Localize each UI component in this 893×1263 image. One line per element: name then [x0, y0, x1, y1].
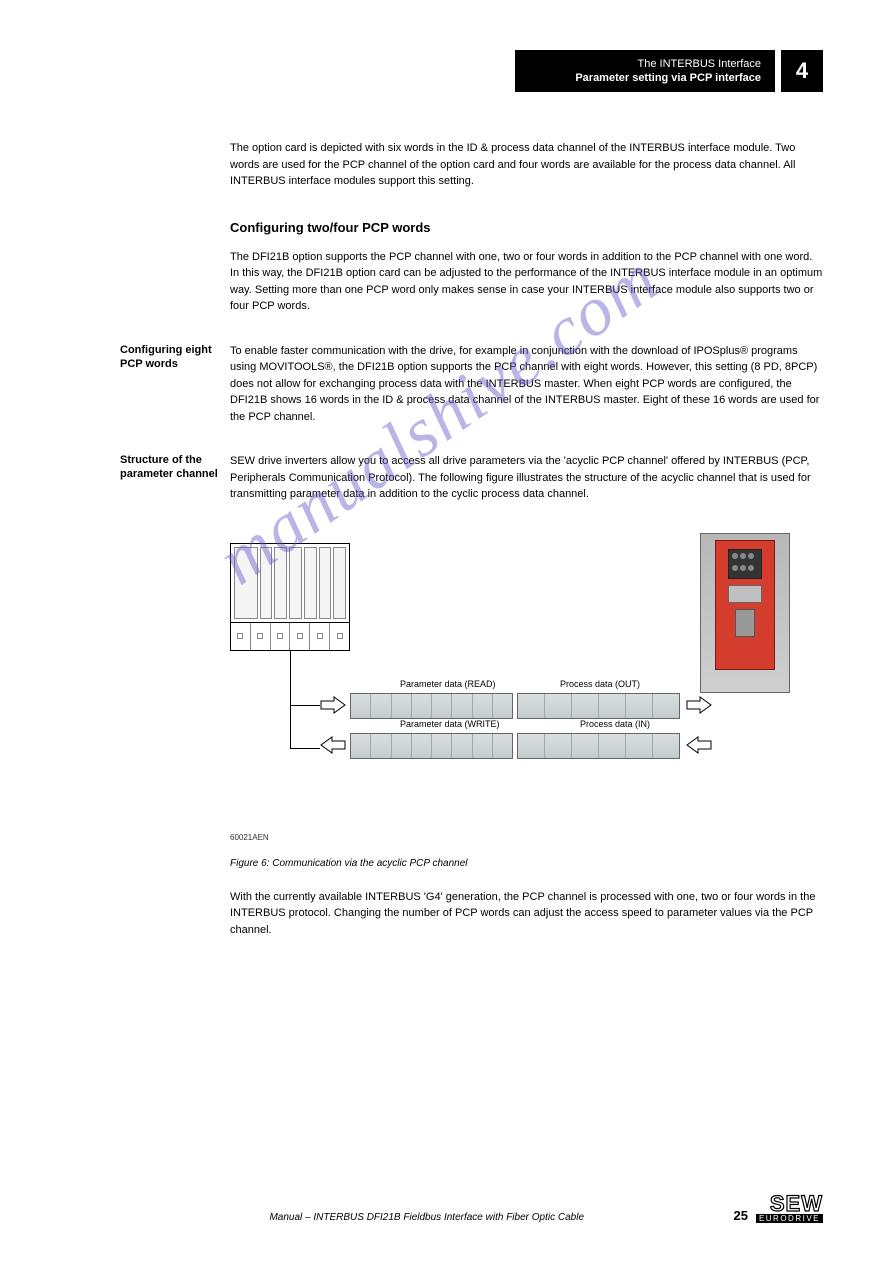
proc-block [517, 733, 680, 759]
bus-row-in: Parameter data (WRITE) Process data (IN) [350, 733, 680, 759]
param-block [350, 733, 513, 759]
side-label-structure: Structure of the parameter channel [120, 453, 230, 513]
bus-row-out: Parameter data (READ) Process data (OUT) [350, 693, 680, 719]
param-block [350, 693, 513, 719]
arrow-right-icon [320, 696, 346, 714]
bus-label: Process data (IN) [580, 719, 650, 729]
sew-logo: SEW EURODRIVE [756, 1194, 823, 1223]
section-number: 4 [781, 50, 823, 92]
subheading-config24: Configuring two/four PCP words [230, 220, 823, 235]
inverter-device [700, 533, 790, 693]
header-text: The INTERBUS Interface Parameter setting… [515, 50, 775, 92]
page-number: 25 [733, 1208, 747, 1223]
paragraph-structure2: With the currently available INTERBUS 'G… [230, 889, 823, 939]
page-footer: Manual – INTERBUS DFI21B Fieldbus Interf… [120, 1194, 823, 1223]
bus-label: Parameter data (WRITE) [400, 719, 500, 729]
communication-diagram: Parameter data (READ) Process data (OUT)… [230, 543, 790, 823]
header-bar: The INTERBUS Interface Parameter setting… [515, 50, 823, 92]
arrow-right-icon [686, 696, 712, 714]
arrow-left-icon [686, 736, 712, 754]
logo-bottom: EURODRIVE [756, 1214, 823, 1223]
proc-block [517, 693, 680, 719]
side-label-empty2 [120, 249, 230, 325]
logo-top: SEW [756, 1194, 823, 1214]
bus-label: Process data (OUT) [560, 679, 640, 689]
footer-title: Manual – INTERBUS DFI21B Fieldbus Interf… [120, 1212, 733, 1223]
bus-label: Parameter data (READ) [400, 679, 496, 689]
figure-caption: Figure 6: Communication via the acyclic … [230, 858, 823, 869]
header-line2: Parameter setting via PCP interface [575, 72, 761, 84]
side-label-config8: Configuring eight PCP words [120, 343, 230, 436]
paragraph-config8: To enable faster communication with the … [230, 343, 823, 426]
paragraph-structure1: SEW drive inverters allow you to access … [230, 453, 823, 503]
paragraph-2: The DFI21B option supports the PCP chann… [230, 249, 823, 315]
paragraph-1: The option card is depicted with six wor… [230, 140, 823, 190]
side-label-empty [120, 140, 230, 200]
figure-id: 60021AEN [230, 833, 823, 842]
arrow-left-icon [320, 736, 346, 754]
header-line1: The INTERBUS Interface [638, 58, 762, 70]
